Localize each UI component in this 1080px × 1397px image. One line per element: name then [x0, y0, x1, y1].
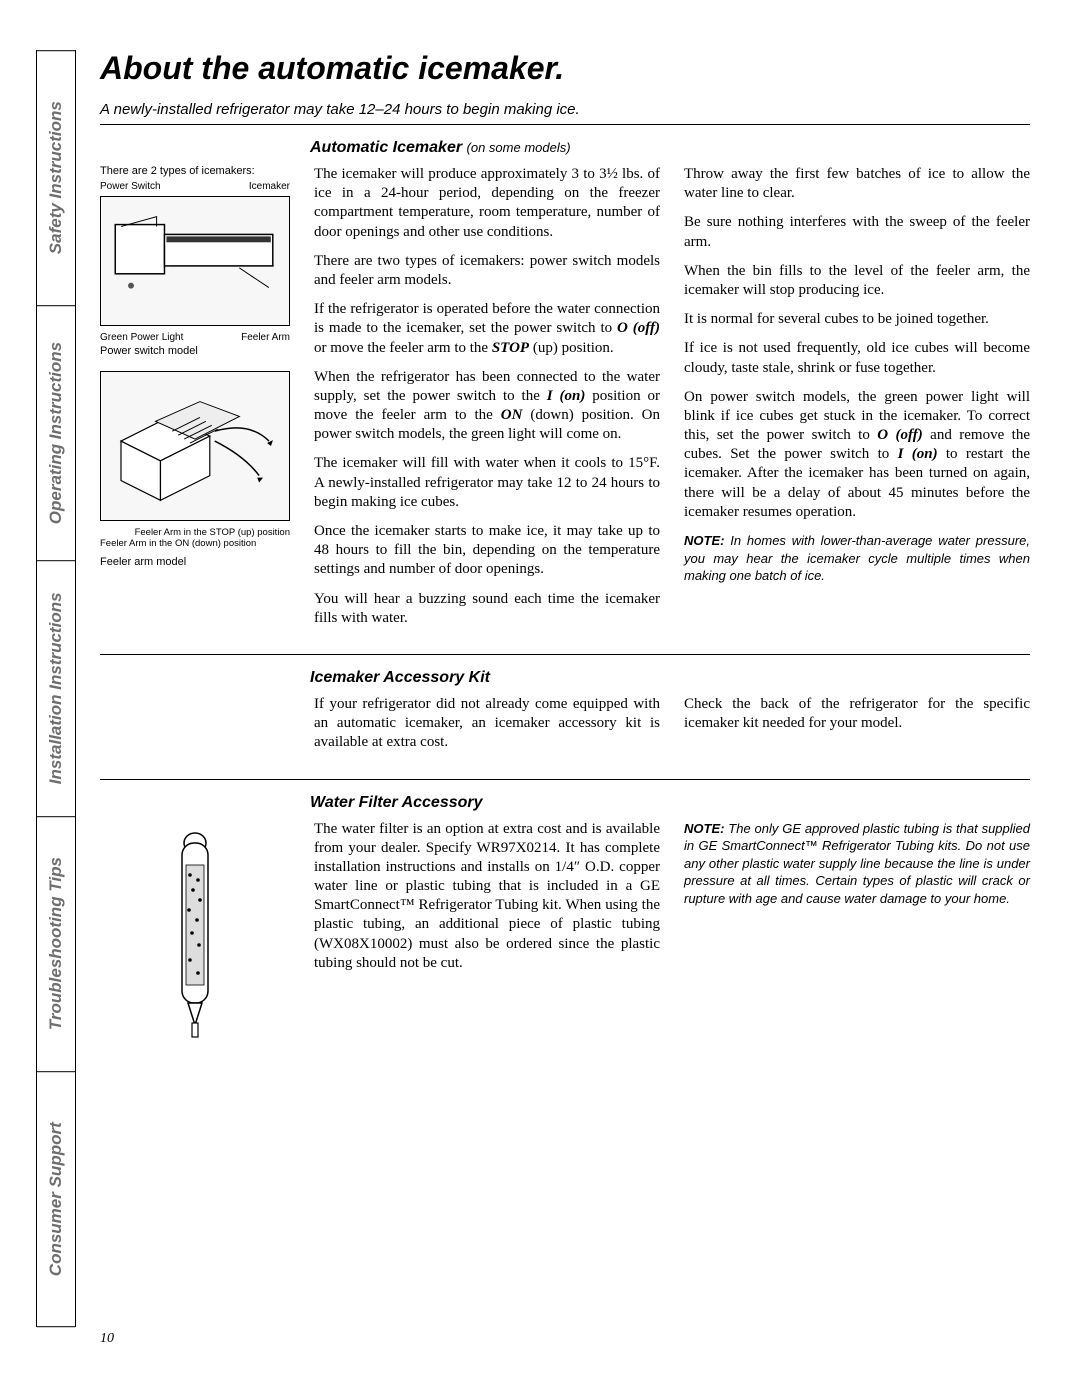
s1-r-p4: It is normal for several cubes to be joi… — [684, 310, 1030, 329]
page-subtitle: A newly-installed refrigerator may take … — [100, 101, 1030, 118]
sidebar-tabs: Consumer Support Troubleshooting Tips In… — [36, 50, 76, 1327]
tab-operating[interactable]: Operating Instructions — [37, 305, 75, 560]
section2-right: Check the back of the refrigerator for t… — [684, 695, 1030, 763]
tab-safety[interactable]: Safety Instructions — [37, 50, 75, 305]
feeler-arm-diagram — [100, 371, 290, 521]
s1-mid-p4: When the refrigerator has been connected… — [314, 368, 660, 445]
section3-right: NOTE: The only GE approved plastic tubin… — [684, 820, 1030, 1050]
s1-mid-p6: Once the icemaker starts to make ice, it… — [314, 522, 660, 580]
s1-mid-p1: The icemaker will produce approximately … — [314, 165, 660, 242]
s1-r-note: NOTE: In homes with lower-than-average w… — [684, 532, 1030, 585]
section1-left: There are 2 types of icemakers: Power Sw… — [100, 165, 290, 638]
s1-r-p3: When the bin fills to the level of the f… — [684, 262, 1030, 300]
divider — [100, 124, 1030, 125]
diag1-label-bl: Green Power Light — [100, 332, 183, 343]
divider2 — [100, 654, 1030, 655]
diag1-label-tr: Icemaker — [249, 181, 290, 192]
power-switch-diagram — [100, 196, 290, 326]
section2-columns: If your refrigerator did not already com… — [100, 695, 1030, 763]
section3-columns: The water filter is an option at extra c… — [100, 820, 1030, 1050]
s1-mid-p7: You will hear a buzzing sound each time … — [314, 590, 660, 628]
section2-heading: Icemaker Accessory Kit — [310, 669, 1030, 687]
s1-r-p1: Throw away the first few batches of ice … — [684, 165, 1030, 203]
s1-mid-p3: If the refrigerator is operated before t… — [314, 300, 660, 358]
section2-left — [100, 695, 290, 763]
section1-heading: Automatic Icemaker (on some models) — [310, 139, 1030, 157]
s1-r-p2: Be sure nothing interferes with the swee… — [684, 213, 1030, 251]
section2-mid: If your refrigerator did not already com… — [314, 695, 660, 763]
divider3 — [100, 779, 1030, 780]
s2-right: Check the back of the refrigerator for t… — [684, 695, 1030, 733]
diag1-caption: Power switch model — [100, 345, 290, 357]
tab-troubleshooting[interactable]: Troubleshooting Tips — [37, 816, 75, 1071]
s1-r-p6: On power switch models, the green power … — [684, 388, 1030, 522]
tab-consumer-support[interactable]: Consumer Support — [37, 1071, 75, 1327]
section1-mid: The icemaker will produce approximately … — [314, 165, 660, 638]
s2-mid: If your refrigerator did not already com… — [314, 695, 660, 753]
diag2-label-a: Feeler Arm in the STOP (up) position — [100, 527, 290, 538]
water-filter-icon — [160, 820, 230, 1050]
page-title: About the automatic icemaker. — [100, 50, 1030, 87]
section3-mid: The water filter is an option at extra c… — [314, 820, 660, 1050]
diag2-caption: Feeler arm model — [100, 556, 290, 568]
section3-heading: Water Filter Accessory — [310, 794, 1030, 812]
s3-note: NOTE: The only GE approved plastic tubin… — [684, 820, 1030, 908]
s3-mid: The water filter is an option at extra c… — [314, 820, 660, 974]
icemaker-types-intro: There are 2 types of icemakers: — [100, 165, 290, 177]
s1-r-p5: If ice is not used frequently, old ice c… — [684, 339, 1030, 377]
s1-mid-p5: The icemaker will fill with water when i… — [314, 454, 660, 512]
tab-installation[interactable]: Installation Instructions — [37, 560, 75, 815]
section1-right: Throw away the first few batches of ice … — [684, 165, 1030, 638]
diag2-label-b: Feeler Arm in the ON (down) position — [100, 538, 290, 549]
section1-columns: There are 2 types of icemakers: Power Sw… — [100, 165, 1030, 638]
diag1-label-tl: Power Switch — [100, 181, 161, 192]
section3-left — [100, 820, 290, 1050]
page-content: About the automatic icemaker. A newly-in… — [100, 50, 1030, 1347]
page-number: 10 — [100, 1331, 114, 1347]
s1-mid-p2: There are two types of icemakers: power … — [314, 252, 660, 290]
diag1-label-br: Feeler Arm — [241, 332, 290, 343]
